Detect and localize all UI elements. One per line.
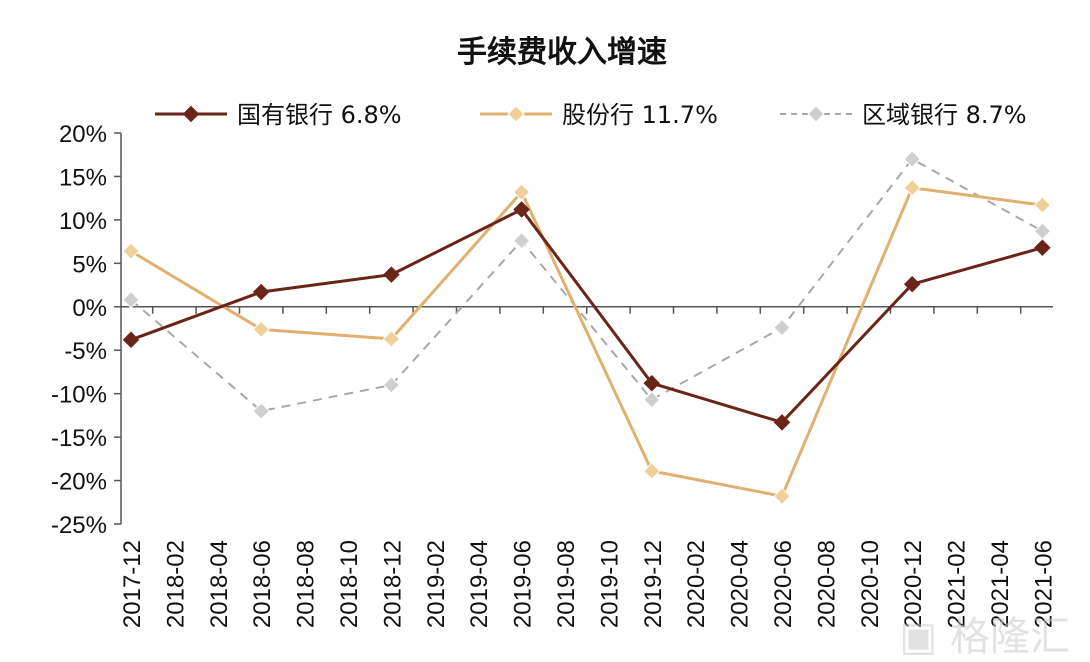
series-2 [122, 150, 1052, 420]
data-point [507, 105, 525, 123]
legend: 国有银行 6.8% 股份行 11.7% 区域银行 8.7% [155, 101, 1027, 129]
data-point [513, 201, 530, 218]
x-tick-label: 2021-06 [1030, 540, 1057, 628]
y-tick-label: 10% [59, 208, 107, 235]
legend-label: 股份行 11.7% [562, 101, 718, 129]
x-tick-label: 2019-04 [466, 540, 493, 628]
y-tick-label: -10% [51, 382, 107, 409]
legend-item: 国有银行 6.8% [155, 101, 402, 129]
series-line [130, 157, 1043, 413]
data-point [773, 413, 791, 431]
data-point [382, 330, 401, 348]
series-0 [122, 201, 1051, 431]
x-tick-label: 2018-02 [162, 540, 189, 628]
x-tick-label: 2020-06 [770, 540, 797, 628]
x-tick-label: 2019-06 [510, 540, 537, 628]
y-tick-label: 5% [72, 251, 107, 278]
legend-label: 区域银行 8.7% [862, 101, 1027, 129]
x-tick-label: 2020-04 [727, 540, 754, 628]
x-tick-label: 2018-04 [206, 540, 233, 628]
chart-title: 手续费收入增速 [457, 35, 667, 70]
data-point [1034, 239, 1051, 257]
x-tick-label: 2020-10 [857, 540, 884, 628]
series-1 [122, 179, 1052, 505]
data-point [1033, 222, 1052, 240]
data-point [512, 232, 531, 250]
y-tick-label: 15% [59, 164, 107, 191]
data-point [512, 183, 531, 201]
x-tick-label: 2018-12 [379, 540, 406, 628]
x-tick-label: 2018-06 [249, 540, 276, 628]
data-point [122, 331, 140, 349]
data-point [182, 105, 200, 123]
x-tick-label: 2021-04 [987, 540, 1014, 628]
data-point [643, 391, 661, 409]
x-tick-label: 2019-12 [640, 540, 667, 628]
data-point [773, 318, 791, 337]
x-tick-label: 2019-02 [423, 540, 450, 628]
y-tick-label: 20% [59, 121, 107, 148]
data-point [122, 291, 140, 309]
data-point [643, 374, 661, 392]
series-line [130, 186, 1043, 498]
x-tick-label: 2017-12 [119, 540, 146, 628]
data-point [903, 179, 921, 197]
legend-item: 股份行 11.7% [480, 101, 718, 129]
series-line [130, 207, 1043, 425]
data-point [1033, 196, 1052, 214]
x-tick-label: 2019-10 [596, 540, 623, 628]
x-tick-label: 2019-08 [553, 540, 580, 628]
axes: 20% 15% 10% 5% 0% -5% -10% -15% -20% -25% 2017-12 2… [51, 121, 1057, 628]
data-point [903, 275, 921, 293]
legend-item: 区域银行 8.7% [780, 101, 1027, 129]
data-point [252, 283, 270, 301]
y-tick-label: -5% [64, 338, 107, 365]
y-tick-label: -25% [51, 512, 107, 539]
data-point [773, 487, 791, 505]
data-point [383, 266, 400, 283]
x-tick-label: 2021-02 [944, 540, 971, 628]
y-tick-label: -15% [51, 425, 107, 452]
data-point [903, 150, 921, 168]
x-tick-label: 2020-02 [683, 540, 710, 628]
legend-label: 国有银行 6.8% [237, 101, 402, 129]
data-point [252, 402, 270, 420]
data-point [122, 242, 140, 260]
x-tick-label: 2018-10 [336, 540, 363, 628]
watermark-logo: ▣ 格隆汇 [899, 614, 1070, 660]
x-tick-label: 2020-12 [900, 540, 927, 628]
series-group [122, 150, 1052, 505]
y-tick-label: -20% [51, 469, 107, 496]
x-tick-label: 2020-08 [813, 540, 840, 628]
data-point [643, 462, 661, 480]
data-point [252, 320, 270, 339]
x-tick-label: 2018-08 [293, 540, 320, 628]
y-tick-label: 0% [72, 295, 107, 322]
data-point [807, 105, 825, 123]
data-point [382, 376, 401, 394]
